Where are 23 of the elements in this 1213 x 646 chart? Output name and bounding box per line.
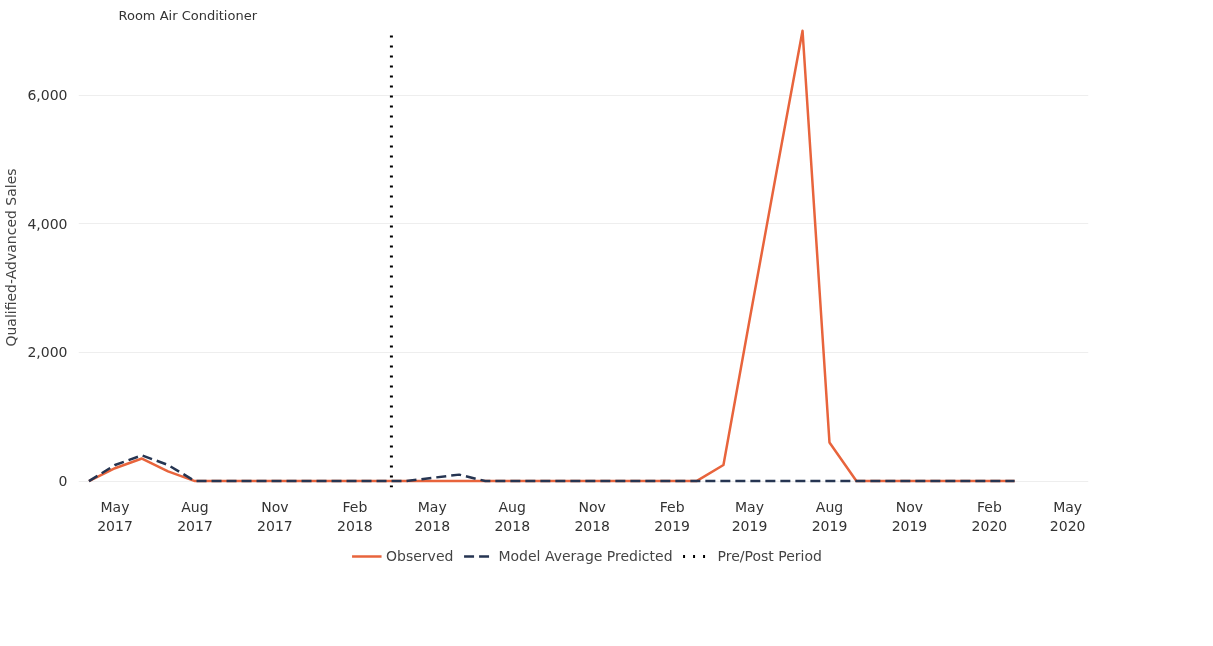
legend-label: Observed (386, 548, 454, 564)
x-tick-label: Nov 2019 (891, 498, 928, 534)
x-tick-label: Aug 2017 (177, 498, 213, 534)
x-tick-label: Aug 2018 (494, 498, 531, 534)
chart-title: Room Air Conditioner (118, 7, 258, 23)
y-axis-title: Qualified-Advanced Sales (3, 168, 20, 347)
x-tick-label: May 2019 (731, 498, 768, 534)
x-tick-label: Feb 2020 (971, 498, 1008, 534)
x-tick-label: Feb 2019 (654, 498, 690, 534)
y-tick-label: 0 (58, 473, 68, 490)
x-tick-label: May 2017 (97, 498, 133, 534)
legend-label: Pre/Post Period (717, 548, 822, 564)
x-tick-label: Aug 2019 (811, 498, 848, 534)
x-tick-label: Feb 2018 (337, 498, 373, 534)
x-tick-label: Nov 2018 (574, 498, 611, 534)
legend-label: Model Average Predicted (498, 548, 673, 564)
line-series (87, 454, 1016, 483)
y-tick-label: 4,000 (27, 215, 68, 232)
y-tick-label: 2,000 (27, 344, 68, 361)
x-tick-label: May 2020 (1049, 498, 1086, 534)
x-tick-label: May 2018 (414, 498, 451, 534)
x-tick-label: Nov 2017 (257, 498, 293, 534)
y-tick-label: 6,000 (27, 87, 68, 104)
